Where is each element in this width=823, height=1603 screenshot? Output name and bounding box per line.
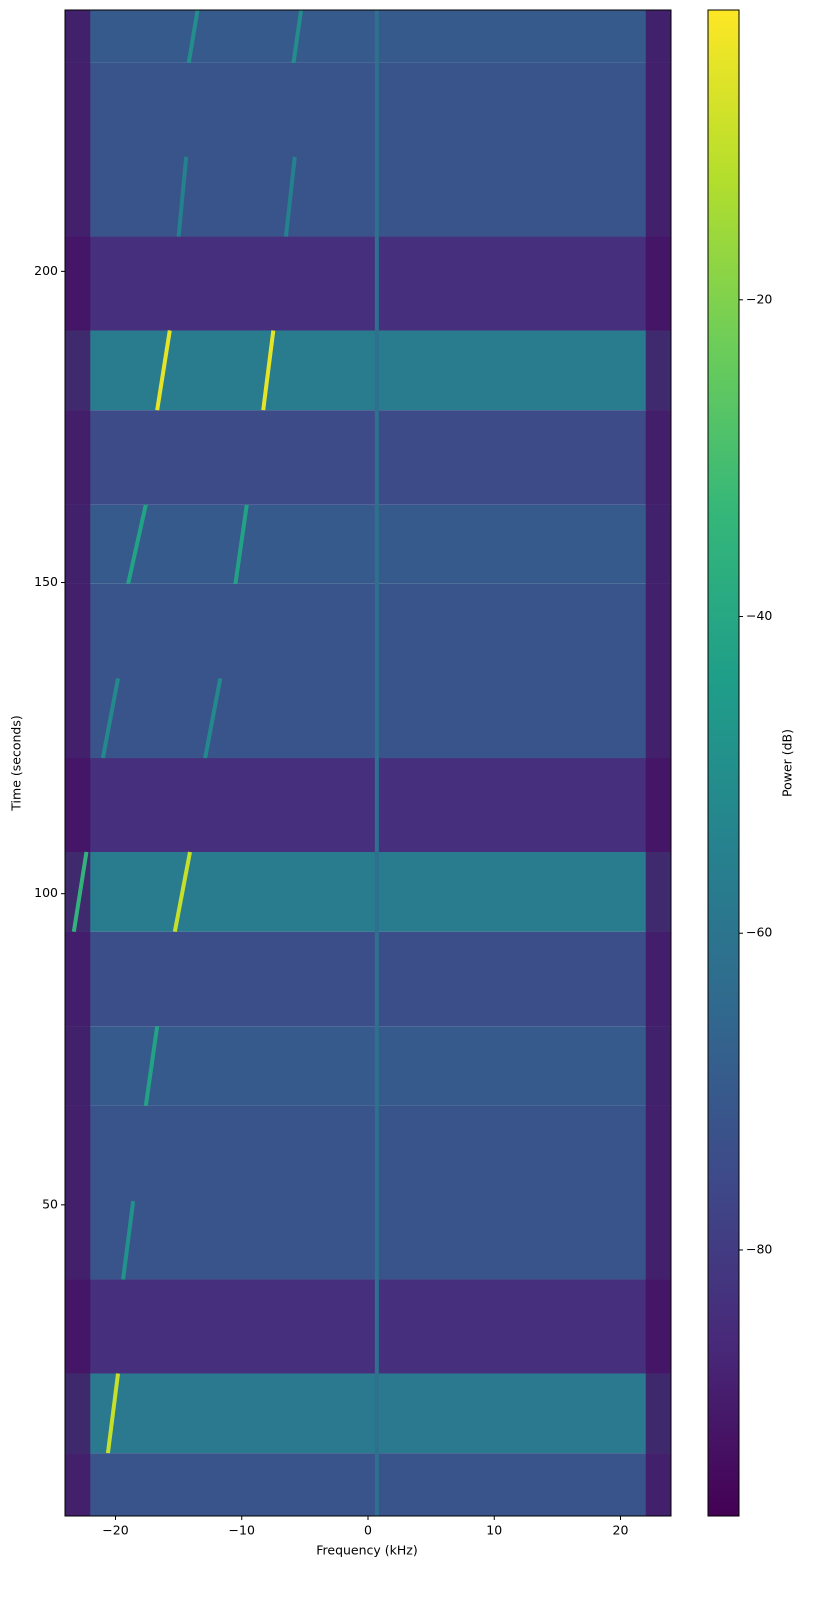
- power-band: [65, 330, 671, 411]
- power-band: [65, 1279, 671, 1374]
- tone-track: [105, 1373, 121, 1454]
- tone-track: [71, 851, 89, 932]
- colorbar-tick-label: −60: [746, 925, 772, 940]
- x-tick-label: −10: [229, 1523, 255, 1538]
- tone-track: [100, 677, 120, 759]
- plot-area: [65, 10, 671, 1516]
- colorbar-tick-label: −20: [746, 291, 772, 306]
- tone-track: [155, 330, 172, 411]
- x-axis-label: Frequency (kHz): [316, 1543, 418, 1558]
- colorbar: [707, 9, 740, 1517]
- x-tick-label: 10: [486, 1523, 502, 1538]
- colorbar-tick-label: −80: [746, 1241, 772, 1256]
- power-band: [65, 504, 671, 584]
- edge-rolloff: [65, 10, 91, 1516]
- power-band: [65, 758, 671, 852]
- power-band: [65, 583, 671, 759]
- y-tick-label: 150: [34, 574, 58, 589]
- power-band: [65, 62, 671, 237]
- power-band: [65, 1453, 671, 1516]
- tone-track: [172, 851, 192, 933]
- power-band: [65, 236, 671, 331]
- power-band: [65, 1105, 671, 1280]
- x-tick-label: 20: [613, 1523, 629, 1538]
- edge-rolloff: [645, 10, 671, 1516]
- tone-track: [233, 504, 249, 585]
- power-band: [65, 1026, 671, 1106]
- power-band: [65, 851, 671, 932]
- tone-track: [291, 10, 304, 64]
- tone-track: [143, 1025, 160, 1107]
- power-band: [65, 10, 671, 63]
- tone-track: [203, 677, 223, 759]
- power-band: [65, 1373, 671, 1454]
- tone-track: [176, 156, 189, 237]
- y-tick-label: 50: [42, 1196, 58, 1211]
- colorbar-label: Power (dB): [780, 729, 795, 797]
- tone-track: [121, 1200, 136, 1280]
- power-band: [65, 931, 671, 1027]
- y-tick-label: 100: [34, 885, 58, 900]
- tone-track: [186, 10, 200, 64]
- power-band: [65, 410, 671, 505]
- tone-track: [261, 330, 276, 411]
- x-tick-label: −20: [102, 1523, 128, 1538]
- y-axis-label: Time (seconds): [9, 715, 24, 811]
- x-tick-label: 0: [364, 1523, 372, 1538]
- tone-track: [283, 156, 297, 237]
- tone-track: [126, 504, 148, 585]
- colorbar-tick-label: −40: [746, 608, 772, 623]
- y-tick-label: 200: [34, 263, 58, 278]
